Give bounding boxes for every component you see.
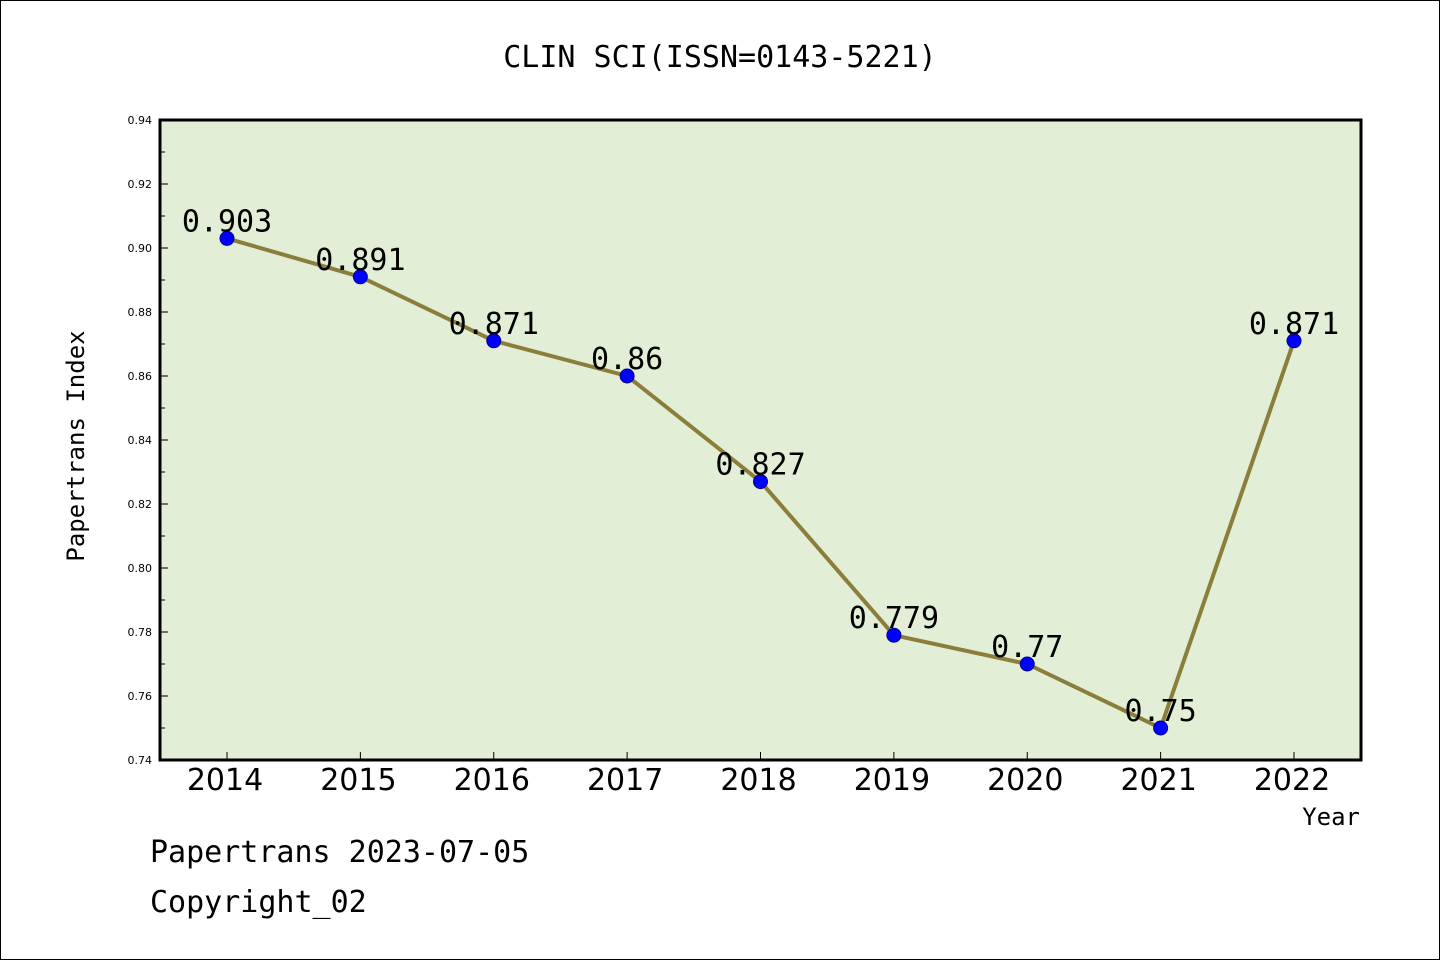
y-tick-label: 0.76 [128,690,153,703]
footer-source: Papertrans 2023-07-05 [150,835,530,870]
y-tick-label: 0.88 [128,306,153,319]
x-axis-label: Year [1302,803,1360,831]
footer-copyright: Copyright_02 [150,885,367,920]
data-point [886,627,902,643]
x-tick-label: 2015 [320,763,396,798]
data-label: 0.903 [182,204,272,239]
data-point [1153,720,1169,736]
data-label: 0.871 [449,307,539,342]
y-tick-label: 0.74 [128,754,153,767]
x-tick-label: 2018 [720,763,796,798]
data-label: 0.77 [991,630,1063,665]
x-tick-label: 2022 [1254,763,1330,798]
y-tick-label: 0.84 [128,434,153,447]
x-tick-label: 2016 [454,763,530,798]
x-tick-label: 2021 [1120,763,1196,798]
x-tick-label: 2014 [187,763,263,798]
data-label: 0.75 [1125,694,1197,729]
chart-title: CLIN SCI(ISSN=0143-5221) [503,40,936,75]
data-point [1019,656,1035,672]
y-tick-label: 0.80 [128,562,153,575]
plot-area [158,118,1363,762]
x-tick-label: 2019 [854,763,930,798]
data-label: 0.779 [849,601,939,636]
y-tick-label: 0.94 [128,114,153,127]
data-point [1286,333,1302,349]
data-label: 0.86 [591,342,663,377]
y-tick-label: 0.90 [128,242,153,255]
data-point [486,333,502,349]
x-tick-label: 2020 [987,763,1063,798]
data-label: 0.871 [1249,307,1339,342]
y-tick-label: 0.92 [128,178,153,191]
data-point [619,368,635,384]
y-tick-label: 0.86 [128,370,153,383]
y-tick-label: 0.82 [128,498,153,511]
series: 0.903 0.891 0.871 0.86 0.827 0.779 0.77 0.75 0.8… [182,204,1339,736]
data-point [219,230,235,246]
y-tick-label: 0.78 [128,626,153,639]
axes: 0.74 0.76 0.78 0.80 0.82 0.84 0.86 0.88 0.90 0.92… [128,114,1331,798]
data-point [753,474,768,490]
data-label: 0.891 [315,243,405,278]
x-tick-label: 2017 [587,763,663,798]
y-axis-label: Papertrans Index [62,330,90,561]
data-point [352,269,368,285]
data-label: 0.827 [715,448,805,483]
